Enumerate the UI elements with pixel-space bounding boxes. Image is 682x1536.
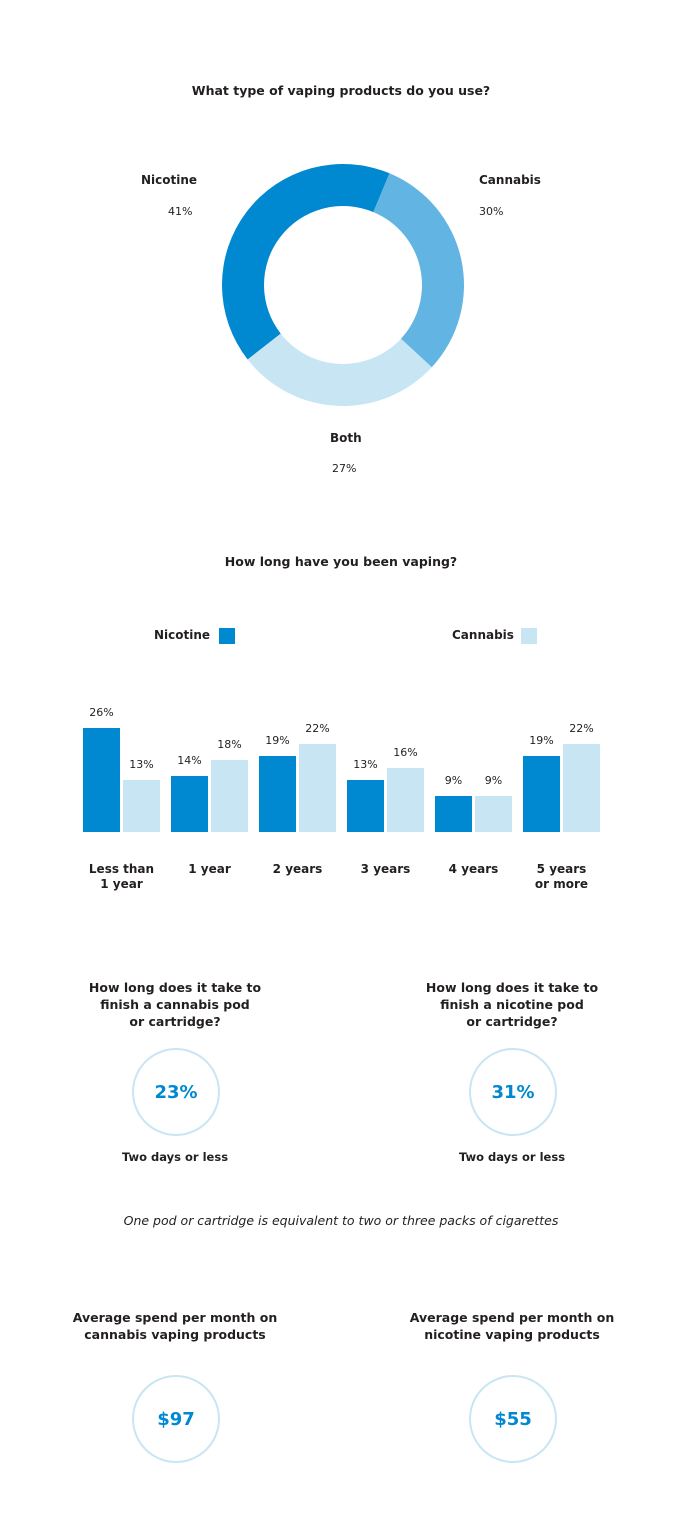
category-label: 1 year xyxy=(100,877,143,891)
title-line: or cartridge? xyxy=(466,1014,558,1029)
category-label: or more xyxy=(535,877,588,891)
donut-chart xyxy=(222,164,464,406)
title-line: finish a nicotine pod xyxy=(440,997,584,1012)
bar-value-label: 13% xyxy=(129,758,153,771)
category-label: 3 years xyxy=(361,862,411,876)
pod-nicotine-ring: 31% xyxy=(469,1048,557,1136)
bar-value-label: 19% xyxy=(529,734,553,747)
bar-cannabis xyxy=(475,796,512,832)
bar-value-label: 16% xyxy=(393,746,417,759)
title-line: Average spend per month on xyxy=(409,1310,615,1325)
bar-nicotine xyxy=(523,756,560,832)
bar-value-label: 26% xyxy=(89,706,113,719)
title-line: cannabis vaping products xyxy=(84,1327,266,1342)
donut-slice-nicotine xyxy=(222,164,390,360)
bar-nicotine xyxy=(83,728,120,832)
bar-cannabis xyxy=(211,760,248,832)
bar-cannabis xyxy=(123,780,160,832)
category-label: 4 years xyxy=(449,862,499,876)
pod-cannabis-value: 23% xyxy=(154,1081,198,1103)
legend-swatch-cannabis xyxy=(521,628,537,644)
bar-value-label: 22% xyxy=(569,722,593,735)
legend-swatch-nicotine xyxy=(219,628,235,644)
pod-nicotine-title: How long does it take to finish a nicoti… xyxy=(392,979,632,1030)
bar-nicotine xyxy=(171,776,208,832)
title-line: finish a cannabis pod xyxy=(100,997,250,1012)
legend-label-cannabis: Cannabis xyxy=(452,628,514,642)
category-label: 1 year xyxy=(188,862,231,876)
bar-value-label: 14% xyxy=(177,754,201,767)
spend-cannabis-ring: $97 xyxy=(132,1375,220,1463)
category-label: Less than xyxy=(89,862,154,876)
pod-cannabis-caption: Two days or less xyxy=(121,1150,229,1164)
pod-nicotine-value: 31% xyxy=(491,1081,535,1103)
title-line: or cartridge? xyxy=(129,1014,221,1029)
title-line: Average spend per month on xyxy=(72,1310,278,1325)
spend-nicotine-title: Average spend per month on nicotine vapi… xyxy=(392,1309,632,1343)
title-line: nicotine vaping products xyxy=(424,1327,600,1342)
bar-value-label: 18% xyxy=(217,738,241,751)
spend-nicotine-ring: $55 xyxy=(469,1375,557,1463)
bar-value-label: 9% xyxy=(485,774,502,787)
donut-title: What type of vaping products do you use? xyxy=(191,83,491,98)
title-line: How long does it take to xyxy=(88,980,262,995)
title-line: How long does it take to xyxy=(425,980,599,995)
donut-value-nicotine: 41% xyxy=(168,205,193,218)
donut-slice-both xyxy=(247,333,432,406)
bar-nicotine xyxy=(259,756,296,832)
spend-nicotine-value: $55 xyxy=(494,1408,532,1430)
bar-value-label: 19% xyxy=(265,734,289,747)
donut-label-cannabis: Cannabis xyxy=(479,173,541,187)
bar-chart-title: How long have you been vaping? xyxy=(224,554,458,569)
pod-note: One pod or cartridge is equivalent to tw… xyxy=(123,1213,559,1228)
bar-nicotine xyxy=(435,796,472,832)
bar-value-label: 9% xyxy=(445,774,462,787)
bar-cannabis xyxy=(563,744,600,832)
donut-value-both: 27% xyxy=(332,462,357,475)
pod-cannabis-title: How long does it take to finish a cannab… xyxy=(55,979,295,1030)
category-label: 2 years xyxy=(273,862,323,876)
bar-value-label: 22% xyxy=(305,722,329,735)
legend-label-nicotine: Nicotine xyxy=(154,628,211,642)
donut-label-nicotine: Nicotine xyxy=(141,173,198,187)
category-label: 5 years xyxy=(537,862,587,876)
bar-cannabis xyxy=(387,768,424,832)
bar-nicotine xyxy=(347,780,384,832)
pod-cannabis-ring: 23% xyxy=(132,1048,220,1136)
spend-cannabis-title: Average spend per month on cannabis vapi… xyxy=(55,1309,295,1343)
donut-label-both: Both xyxy=(330,431,362,445)
bar-value-label: 13% xyxy=(353,758,377,771)
donut-value-cannabis: 30% xyxy=(479,205,504,218)
pod-nicotine-caption: Two days or less xyxy=(458,1150,566,1164)
spend-cannabis-value: $97 xyxy=(157,1408,195,1430)
donut-slice-cannabis xyxy=(373,173,464,368)
bar-cannabis xyxy=(299,744,336,832)
